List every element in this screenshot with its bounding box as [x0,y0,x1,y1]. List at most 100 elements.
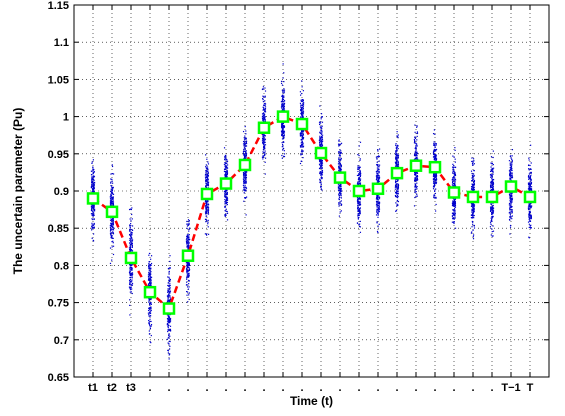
scatter-point [262,134,264,137]
scatter-point [471,162,474,165]
mean-marker [238,158,252,172]
scatter-point [111,189,113,191]
scatter-point [149,298,151,300]
scatter-point [395,150,397,152]
scatter-point [226,199,228,201]
scatter-point [150,306,152,308]
x-tick-label: . [376,382,379,394]
scatter-point [262,137,264,139]
scatter-point [283,153,286,155]
scatter-point [187,243,190,245]
scatter-point [91,210,94,212]
scatter-point [396,196,398,198]
scatter-point [110,222,112,224]
scatter-point [283,134,286,136]
scatter-point [283,101,285,103]
scatter-point [167,329,169,331]
scatter-point [302,99,304,101]
scatter-point [358,154,360,157]
scatter-point [282,98,284,100]
scatter-point [282,145,284,147]
scatter-point [112,237,114,240]
scatter-point [511,197,514,199]
scatter-point [490,162,492,164]
scatter-point [263,118,266,120]
scatter-point [282,132,284,134]
scatter-point [452,172,454,174]
scatter-point [188,244,190,247]
scatter-point [492,171,494,173]
scatter-point [112,200,114,203]
scatter-point [131,267,133,269]
x-tick-label: T−1 [501,382,520,394]
scatter-point [128,247,131,249]
scatter-point [245,142,247,144]
scatter-point [149,307,151,309]
scatter-point [150,307,152,309]
scatter-point [112,253,115,256]
scatter-point [397,178,399,181]
scatter-point [167,282,169,284]
scatter-point [131,277,133,279]
scatter-point [530,178,532,181]
scatter-point [338,166,340,168]
scatter-point [92,189,95,191]
scatter-point [264,144,267,146]
scatter-point [302,106,304,108]
scatter-point [110,223,113,225]
scatter-point [414,179,416,181]
scatter-point [433,148,435,150]
scatter-point [375,164,378,166]
y-tick-label: 1 [63,112,69,124]
scatter-point [492,230,495,232]
scatter-point [150,280,152,282]
scatter-point [188,234,190,236]
scatter-point [528,208,530,210]
scatter-point [243,186,245,188]
scatter-point [301,144,304,146]
scatter-point [188,294,190,296]
scatter-point [377,155,380,157]
scatter-point [150,298,152,300]
scatter-point [470,202,473,204]
scatter-point [168,334,170,336]
scatter-point [263,142,266,144]
scatter-point [377,201,379,203]
scatter-point [375,156,378,158]
scatter-point [302,110,304,112]
scatter-point [529,204,531,206]
scatter-point [321,167,323,170]
scatter-point [432,151,435,153]
scatter-point [264,87,266,89]
scatter-point [509,199,511,201]
scatter-point [243,172,245,175]
scatter-point [320,139,322,141]
scatter-point [91,227,93,229]
scatter-point [187,270,190,272]
scatter-point [492,173,494,175]
scatter-point [394,165,397,167]
scatter-point [167,337,169,339]
scatter-point [378,148,381,150]
scatter-point [282,63,284,65]
scatter-point [472,208,474,210]
scatter-point [508,202,511,205]
scatter-point [435,157,437,159]
scatter-point [318,122,321,124]
scatter-point [242,152,245,155]
scatter-point [530,187,532,190]
scatter-point [508,160,511,162]
scatter-point [243,200,245,202]
scatter-point [320,183,322,186]
scatter-point [226,162,228,164]
scatter-point [149,324,151,327]
scatter-point [319,123,321,126]
scatter-point [394,186,397,188]
scatter-point [110,194,112,196]
x-tick-label: . [205,382,208,394]
scatter-point [396,203,398,205]
scatter-point [473,184,476,186]
scatter-point [149,274,151,277]
scatter-point [528,217,530,219]
scatter-point [454,158,456,160]
